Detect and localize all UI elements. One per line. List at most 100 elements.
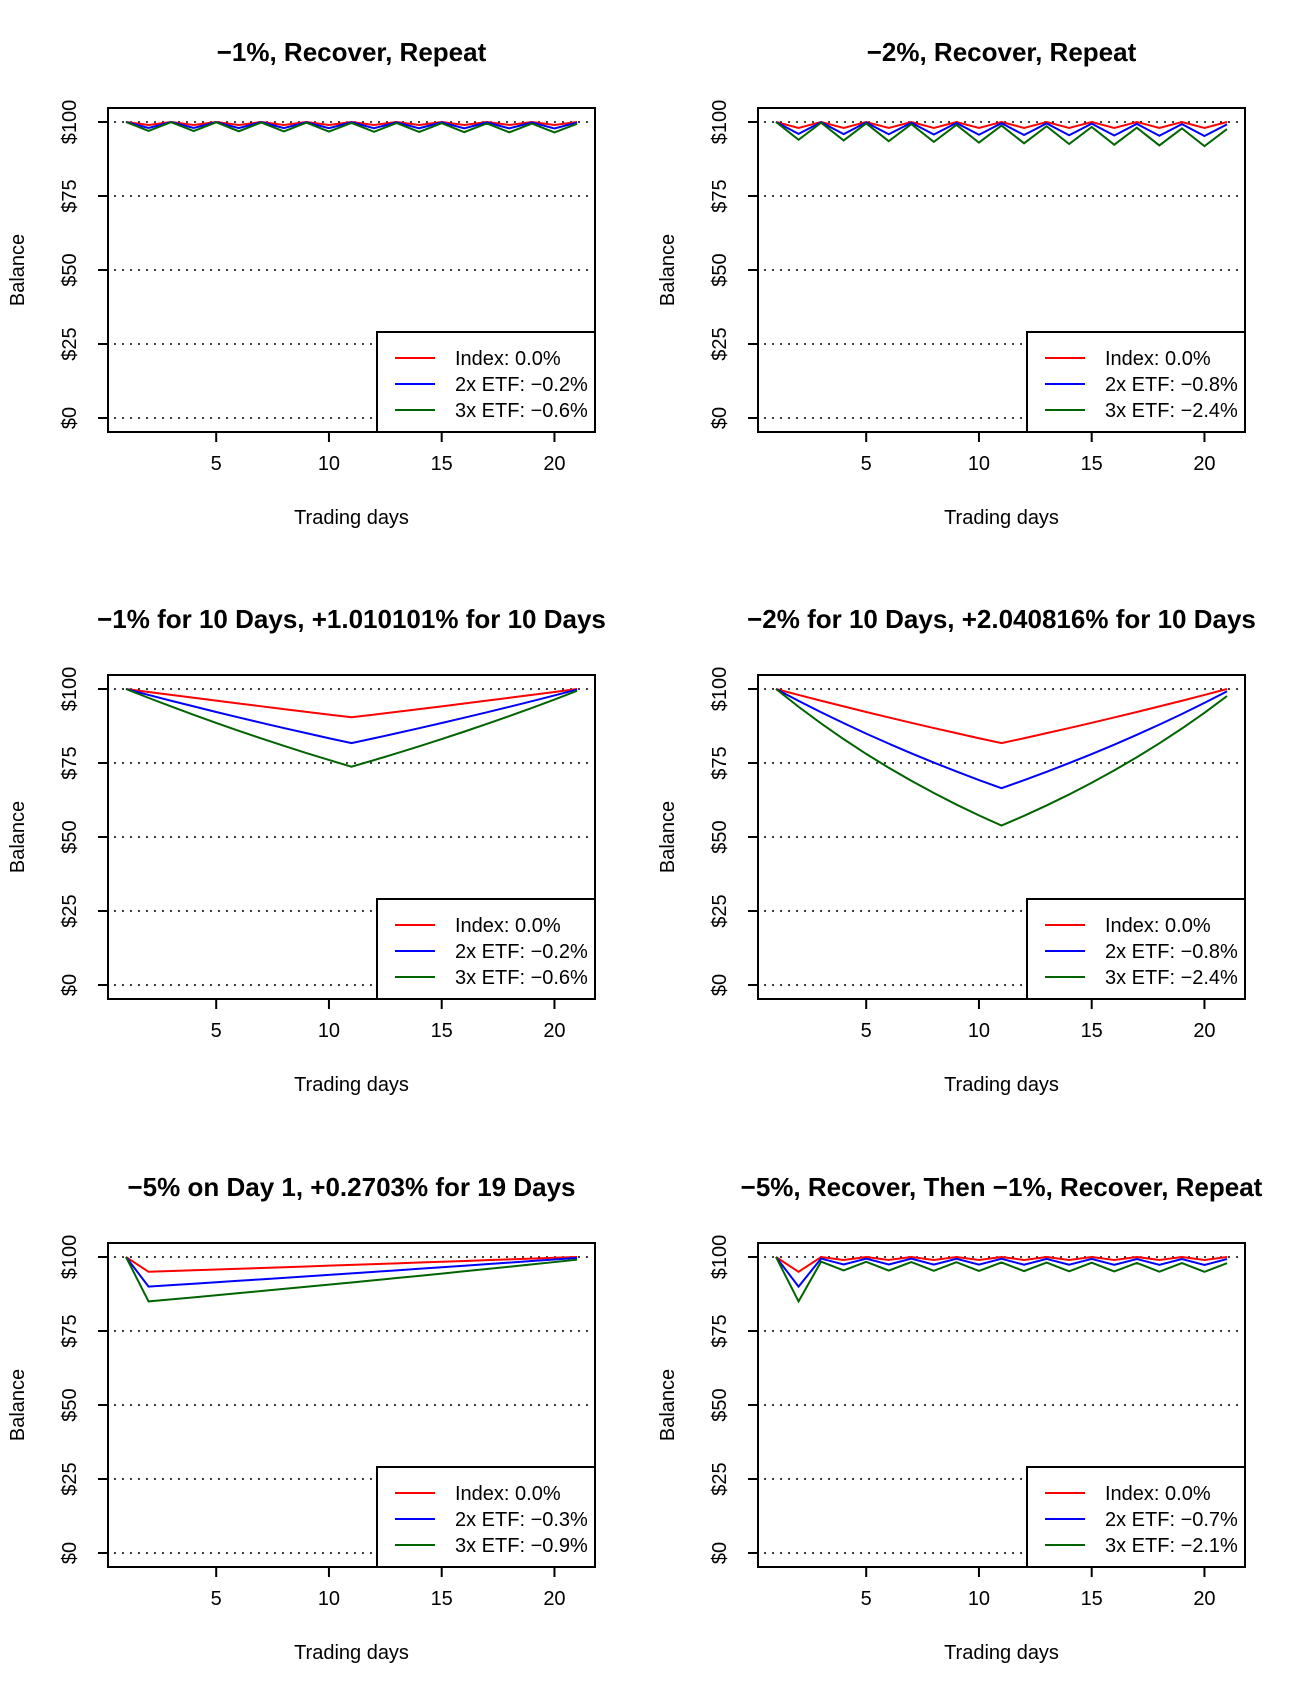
series-line-3x-etf	[125, 121, 578, 134]
series-line-3x-etf	[125, 688, 578, 768]
x-tick-label: 5	[861, 1020, 872, 1042]
y-tick-label: $100	[59, 667, 81, 712]
legend-label: 3x ETF: −0.6%	[455, 400, 588, 422]
x-tick-label: 20	[543, 1020, 565, 1042]
x-axis-title: Trading days	[944, 1642, 1059, 1664]
y-axis-title: Balance	[7, 234, 29, 306]
y-tick-label: $0	[59, 1542, 81, 1564]
series-line-3x-etf	[125, 1256, 578, 1303]
x-tick-label: 10	[968, 453, 990, 475]
series-line-index	[775, 688, 1228, 745]
y-tick-label: $50	[59, 820, 81, 853]
chart-title: −1% for 10 Days, +1.010101% for 10 Days	[97, 604, 606, 634]
y-tick-label: $50	[709, 253, 731, 286]
x-tick-label: 15	[431, 1020, 453, 1042]
y-tick-label: $25	[709, 1462, 731, 1495]
x-axis-title: Trading days	[944, 507, 1059, 529]
x-tick-label: 20	[543, 1588, 565, 1610]
legend-label: 3x ETF: −2.1%	[1105, 1535, 1238, 1557]
series-line-2x-etf	[125, 688, 578, 745]
y-tick-label: $100	[59, 100, 81, 145]
series-line-index	[775, 120, 1228, 129]
y-tick-label: $75	[59, 746, 81, 779]
x-tick-label: 20	[1193, 1020, 1215, 1042]
legend-box	[376, 1466, 596, 1568]
legend-label: Index: 0.0%	[455, 348, 561, 370]
y-tick-label: $50	[709, 820, 731, 853]
x-tick-label: 10	[968, 1020, 990, 1042]
chart-title: −1%, Recover, Repeat	[217, 37, 487, 67]
y-tick-label: $0	[59, 407, 81, 429]
y-tick-label: $25	[59, 327, 81, 360]
y-tick-label: $0	[709, 1542, 731, 1564]
x-tick-label: 5	[211, 1020, 222, 1042]
y-tick-label: $75	[59, 1314, 81, 1347]
chart-panel-2: −2%, Recover, Repeat Index: 0.0% 2x ETF: −…	[657, 37, 1246, 529]
x-tick-label: 10	[318, 453, 340, 475]
x-tick-label: 15	[1081, 1588, 1103, 1610]
series-line-3x-etf	[775, 688, 1228, 827]
series-line-2x-etf	[775, 688, 1228, 790]
chart-panel-1: −1%, Recover, Repeat Index: 0.0% 2x ETF: −…	[7, 37, 596, 529]
series-line-index	[125, 688, 578, 719]
y-tick-label: $100	[709, 100, 731, 145]
y-tick-label: $25	[709, 327, 731, 360]
x-tick-label: 15	[1081, 453, 1103, 475]
legend-box	[376, 331, 596, 433]
x-axis-title: Trading days	[294, 1074, 409, 1096]
y-axis-title: Balance	[7, 1369, 29, 1441]
legend: Index: 0.0% 2x ETF: −0.2% 3x ETF: −0.6%	[376, 331, 596, 433]
legend: Index: 0.0% 2x ETF: −0.2% 3x ETF: −0.6%	[376, 898, 596, 1000]
chart-title: −5% on Day 1, +0.2703% for 19 Days	[127, 1172, 575, 1202]
x-tick-label: 10	[968, 1588, 990, 1610]
y-tick-label: $0	[59, 974, 81, 996]
legend-label: 2x ETF: −0.2%	[455, 941, 588, 963]
y-axis-title: Balance	[657, 801, 679, 873]
y-axis-title: Balance	[7, 801, 29, 873]
legend-label: 3x ETF: −2.4%	[1105, 400, 1238, 422]
x-axis-title: Trading days	[294, 507, 409, 529]
legend: Index: 0.0% 2x ETF: −0.8% 3x ETF: −2.4%	[1026, 331, 1246, 433]
x-tick-label: 15	[431, 1588, 453, 1610]
y-tick-label: $100	[709, 1235, 731, 1280]
y-tick-label: $50	[59, 253, 81, 286]
legend-label: Index: 0.0%	[1105, 915, 1211, 937]
x-tick-label: 15	[1081, 1020, 1103, 1042]
legend-box	[1026, 331, 1246, 433]
series-line-2x-etf	[775, 121, 1228, 138]
series-line-3x-etf	[775, 121, 1228, 148]
series-line-3x-etf	[775, 1256, 1228, 1304]
chart-panel-5: −5% on Day 1, +0.2703% for 19 Days Index:…	[7, 1172, 596, 1664]
y-tick-label: $100	[709, 667, 731, 712]
legend: Index: 0.0% 2x ETF: −0.3% 3x ETF: −0.9%	[376, 1466, 596, 1568]
series-line-2x-etf	[125, 1256, 578, 1288]
x-axis-title: Trading days	[944, 1074, 1059, 1096]
legend: Index: 0.0% 2x ETF: −0.7% 3x ETF: −2.1%	[1026, 1466, 1246, 1568]
series-line-2x-etf	[775, 1256, 1228, 1289]
chart-panel-6: −5%, Recover, Then −1%, Recover, Repeat I…	[657, 1172, 1263, 1664]
x-tick-label: 10	[318, 1588, 340, 1610]
chart-panel-4: −2% for 10 Days, +2.040816% for 10 Days I…	[657, 604, 1256, 1096]
x-tick-label: 20	[1193, 453, 1215, 475]
chart-title: −2%, Recover, Repeat	[867, 37, 1137, 67]
y-tick-label: $50	[709, 1388, 731, 1421]
x-tick-label: 10	[318, 1020, 340, 1042]
legend-label: 2x ETF: −0.7%	[1105, 1509, 1238, 1531]
legend-label: 3x ETF: −0.6%	[455, 967, 588, 989]
x-tick-label: 5	[211, 453, 222, 475]
y-tick-label: $75	[709, 746, 731, 779]
x-tick-label: 20	[543, 453, 565, 475]
x-axis-title: Trading days	[294, 1642, 409, 1664]
y-tick-label: $75	[709, 179, 731, 212]
legend-label: 2x ETF: −0.8%	[1105, 374, 1238, 396]
chart-title: −5%, Recover, Then −1%, Recover, Repeat	[741, 1172, 1263, 1202]
x-tick-label: 5	[211, 1588, 222, 1610]
y-tick-label: $0	[709, 974, 731, 996]
legend-label: Index: 0.0%	[455, 1483, 561, 1505]
y-tick-label: $0	[709, 407, 731, 429]
x-tick-label: 5	[861, 1588, 872, 1610]
y-tick-label: $100	[59, 1235, 81, 1280]
legend-label: 2x ETF: −0.3%	[455, 1509, 588, 1531]
legend: Index: 0.0% 2x ETF: −0.8% 3x ETF: −2.4%	[1026, 898, 1246, 1000]
